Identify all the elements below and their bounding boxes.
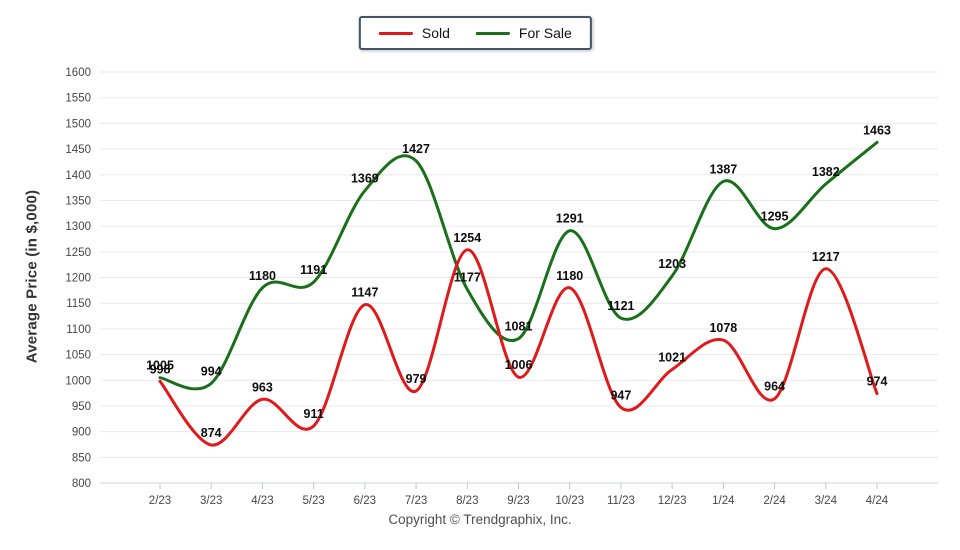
data-label-sold: 947 <box>610 388 631 402</box>
legend-label-for-sale: For Sale <box>518 25 572 41</box>
y-tick-label: 1100 <box>66 324 91 336</box>
data-label-sold: 1217 <box>812 250 840 264</box>
series-line-sold <box>158 248 879 447</box>
for-sale-line-swatch-icon <box>475 31 510 35</box>
data-label-for-sale: 1295 <box>761 210 789 224</box>
x-tick-label: 8/23 <box>456 495 478 507</box>
y-tick-label: 1250 <box>65 247 91 259</box>
y-tick-label: 850 <box>72 452 91 464</box>
y-tick-label: 1000 <box>65 375 91 387</box>
y-axis-title: Average Price (in $,000) <box>23 189 41 364</box>
y-tick-label: 1450 <box>65 144 91 156</box>
data-label-for-sale: 1291 <box>556 212 584 226</box>
y-tick-label: 1350 <box>65 195 91 207</box>
x-tick-label: 5/23 <box>302 495 324 507</box>
legend-item-sold: Sold <box>378 25 450 41</box>
data-label-sold: 964 <box>764 380 785 394</box>
data-label-sold: 874 <box>201 426 222 440</box>
x-tick-label: 1/24 <box>712 495 735 507</box>
x-tick-label: 2/23 <box>149 495 171 507</box>
y-tick-label: 1150 <box>66 298 91 310</box>
x-tick-label: 11/23 <box>607 495 635 507</box>
x-tick-label: 3/24 <box>815 495 838 507</box>
x-tick-label: 4/23 <box>251 495 273 507</box>
x-tick-label: 6/23 <box>354 495 376 507</box>
data-label-for-sale: 1177 <box>454 270 481 284</box>
sold-line-swatch-icon <box>378 31 413 35</box>
data-label-sold: 974 <box>867 375 888 389</box>
x-tick-label: 3/23 <box>200 495 222 507</box>
data-label-for-sale: 1427 <box>402 142 430 156</box>
legend-item-for-sale: For Sale <box>475 25 572 41</box>
data-label-sold: 1180 <box>556 269 583 283</box>
data-label-sold: 1078 <box>709 321 737 335</box>
x-tick-label: 2/24 <box>763 495 786 507</box>
data-label-for-sale: 1191 <box>300 263 327 277</box>
x-tick-label: 10/23 <box>555 495 584 507</box>
data-label-sold: 1006 <box>505 358 533 372</box>
x-tick-label: 7/23 <box>405 495 427 507</box>
y-tick-label: 1600 <box>65 67 91 79</box>
copyright-text: Copyright © Trendgraphix, Inc. <box>388 512 572 527</box>
data-label-for-sale: 1463 <box>863 123 891 137</box>
data-label-sold: 979 <box>406 372 427 386</box>
data-label-for-sale: 994 <box>201 364 222 378</box>
chart-legend: Sold For Sale <box>358 16 592 50</box>
data-label-for-sale: 1382 <box>812 165 840 179</box>
y-tick-label: 900 <box>72 427 91 439</box>
data-label-for-sale: 1180 <box>249 269 276 283</box>
x-tick-label: 9/23 <box>507 495 529 507</box>
x-tick-label: 4/24 <box>866 495 889 507</box>
y-tick-label: 1300 <box>65 221 91 233</box>
series-line-for-sale <box>158 140 879 391</box>
y-tick-label: 1400 <box>65 170 91 182</box>
y-tick-label: 1500 <box>65 118 91 130</box>
data-label-sold: 998 <box>150 362 171 376</box>
data-label-sold: 1254 <box>453 231 481 245</box>
data-label-for-sale: 1203 <box>658 257 686 271</box>
data-label-sold: 963 <box>252 380 273 394</box>
data-label-sold: 1147 <box>351 286 378 300</box>
y-tick-label: 1050 <box>65 350 91 362</box>
data-label-for-sale: 1369 <box>351 172 379 186</box>
legend-label-sold: Sold <box>421 25 450 41</box>
y-tick-label: 1550 <box>65 93 91 105</box>
y-tick-label: 800 <box>72 478 91 490</box>
data-label-for-sale: 1081 <box>505 320 533 334</box>
data-label-sold: 911 <box>304 407 324 421</box>
y-tick-label: 950 <box>72 401 91 413</box>
data-label-for-sale: 1005 <box>146 359 174 373</box>
y-tick-label: 1200 <box>65 273 91 285</box>
data-label-for-sale: 1387 <box>709 162 737 176</box>
data-label-for-sale: 1121 <box>607 299 634 313</box>
data-label-sold: 1021 <box>658 350 686 364</box>
x-tick-label: 12/23 <box>658 495 687 507</box>
